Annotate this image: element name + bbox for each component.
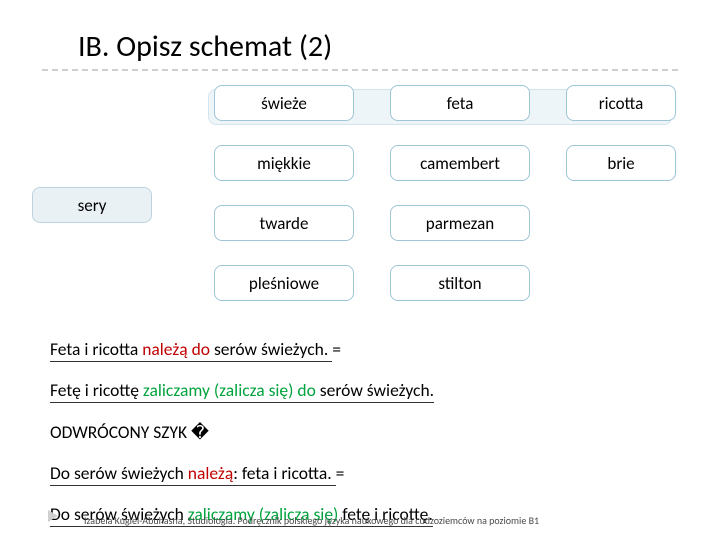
text: Feta i ricotta należą do serów świeżych.	[50, 338, 332, 362]
diagram-node: brie	[566, 145, 676, 181]
text: Fetę i ricottę zaliczamy (zalicza się) d…	[50, 379, 434, 403]
diagram-node: miękkie	[214, 145, 354, 181]
text: serów świeżych.	[316, 379, 434, 401]
footer-citation: Izabela Kugiel-Abuhasna, Studiologia. Po…	[84, 514, 539, 527]
cheese-diagram: seryświeżefetaricottamiękkiecamembertbri…	[32, 85, 672, 327]
text: Do serów świeżych należą: feta i ricotta…	[50, 462, 336, 486]
sentence-4: Do serów świeżych należą: feta i ricotta…	[50, 453, 678, 494]
diagram-root: sery	[32, 187, 152, 223]
sentence-1: Feta i ricotta należą do serów świeżych.…	[50, 329, 678, 370]
triangle-marker-icon	[48, 510, 58, 522]
diagram-node: camembert	[390, 145, 530, 181]
diagram-node: twarde	[214, 205, 354, 241]
diagram-node: stilton	[390, 265, 530, 301]
slide: IB. Opisz schemat (2) sery świeże feta rico…	[0, 0, 720, 540]
diagram-node: ricotta	[566, 85, 676, 121]
text: ODWRÓCONY SZYK �	[50, 421, 209, 443]
sentence-3: ODWRÓCONY SZYK �	[50, 412, 678, 453]
diagram-node: świeże	[214, 85, 354, 121]
highlight-red: należą do	[142, 338, 210, 360]
equals: =	[336, 462, 345, 484]
sentence-2: Fetę i ricottę zaliczamy (zalicza się) d…	[50, 370, 678, 411]
title-divider	[42, 69, 678, 71]
diagram-node: parmezan	[390, 205, 530, 241]
diagram-node: feta	[390, 85, 530, 121]
diagram-node: pleśniowe	[214, 265, 354, 301]
text: Feta i ricotta	[50, 338, 142, 360]
text: Do serów świeżych	[50, 462, 188, 484]
equals: =	[332, 338, 341, 360]
text: : feta i ricotta.	[233, 462, 331, 484]
highlight-red: należą	[188, 462, 233, 484]
highlight-green: zaliczamy (zalicza się) do	[143, 379, 316, 401]
sentences: Feta i ricotta należą do serów świeżych.…	[42, 329, 678, 535]
page-title: IB. Opisz schemat (2)	[42, 28, 678, 65]
text: serów świeżych.	[210, 338, 328, 360]
text: Fetę i ricottę	[50, 379, 143, 401]
